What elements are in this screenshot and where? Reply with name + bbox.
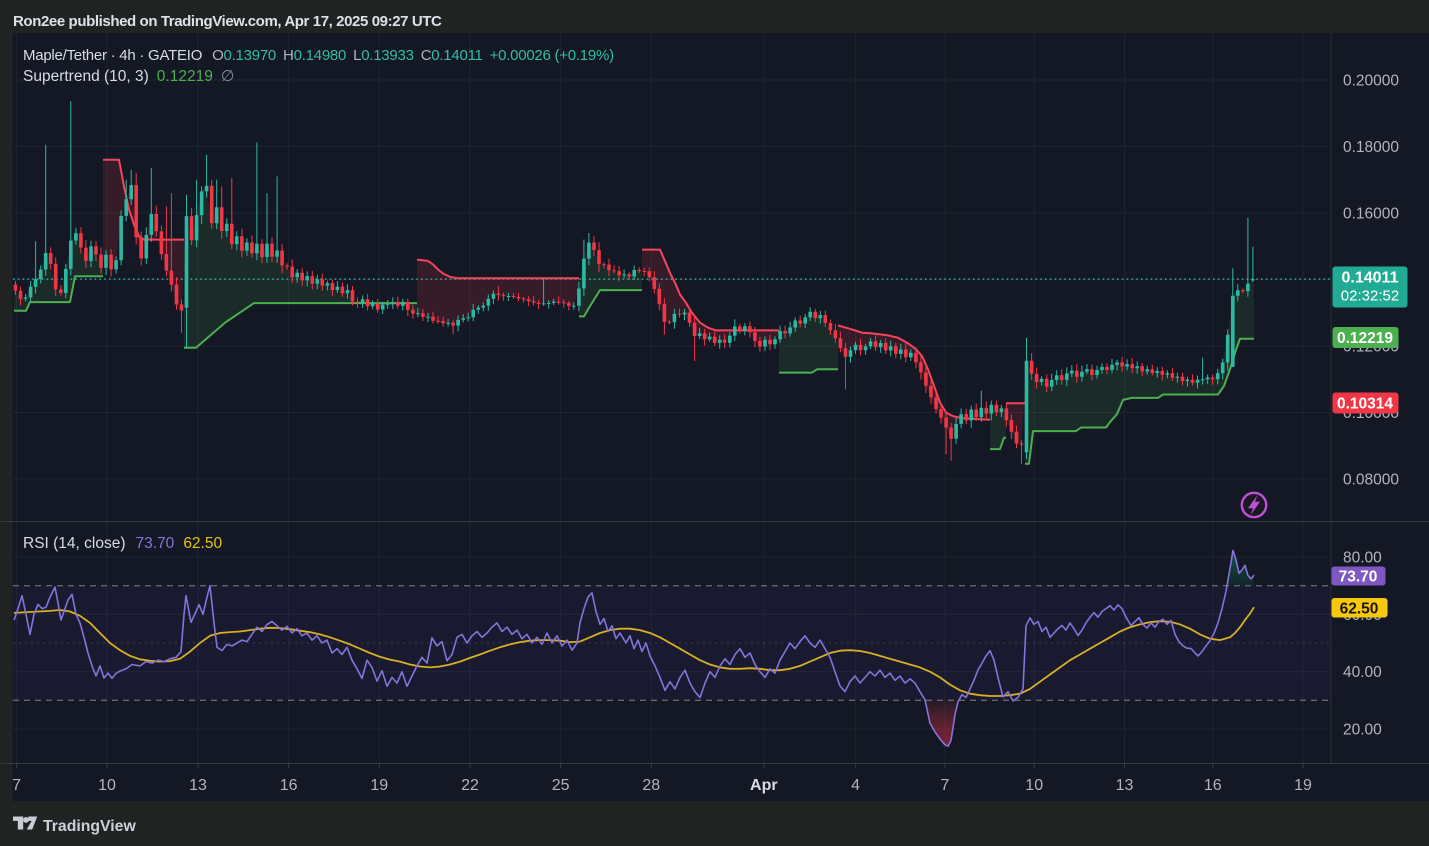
svg-text:16: 16 bbox=[280, 777, 298, 794]
svg-text:10: 10 bbox=[98, 777, 116, 794]
svg-text:16: 16 bbox=[1204, 777, 1222, 794]
svg-text:02:32:52: 02:32:52 bbox=[1341, 288, 1399, 305]
svg-text:80.00: 80.00 bbox=[1343, 550, 1382, 567]
svg-text:25: 25 bbox=[552, 777, 570, 794]
svg-text:73.70: 73.70 bbox=[1339, 569, 1378, 586]
svg-text:40.00: 40.00 bbox=[1343, 664, 1382, 681]
svg-text:Ron2ee published on TradingVie: Ron2ee published on TradingView.com, Apr… bbox=[13, 13, 442, 30]
svg-text:0.16000: 0.16000 bbox=[1343, 206, 1399, 223]
svg-text:0.10314: 0.10314 bbox=[1337, 396, 1393, 413]
svg-text:10: 10 bbox=[1025, 777, 1043, 794]
svg-text:0.18000: 0.18000 bbox=[1343, 139, 1399, 156]
svg-text:0.20000: 0.20000 bbox=[1343, 73, 1399, 90]
svg-text:0.08000: 0.08000 bbox=[1343, 472, 1399, 489]
svg-text:13: 13 bbox=[1116, 777, 1134, 794]
svg-text:TradingView: TradingView bbox=[43, 818, 136, 835]
svg-text:19: 19 bbox=[1294, 777, 1312, 794]
svg-text:28: 28 bbox=[642, 777, 660, 794]
svg-text:Apr: Apr bbox=[750, 777, 778, 794]
svg-text:7: 7 bbox=[940, 777, 949, 794]
svg-text:13: 13 bbox=[189, 777, 207, 794]
svg-text:4: 4 bbox=[851, 777, 860, 794]
svg-text:22: 22 bbox=[461, 777, 479, 794]
svg-text:0.12219: 0.12219 bbox=[1337, 330, 1393, 347]
svg-text:0.14011: 0.14011 bbox=[1342, 270, 1399, 287]
svg-text:62.50: 62.50 bbox=[1340, 601, 1379, 618]
svg-text:20.00: 20.00 bbox=[1343, 722, 1382, 739]
svg-text:19: 19 bbox=[370, 777, 388, 794]
svg-text:7: 7 bbox=[12, 777, 21, 794]
svg-text:Supertrend (10, 3)0.12219∅: Supertrend (10, 3) 0.12219 ∅ bbox=[23, 68, 234, 85]
